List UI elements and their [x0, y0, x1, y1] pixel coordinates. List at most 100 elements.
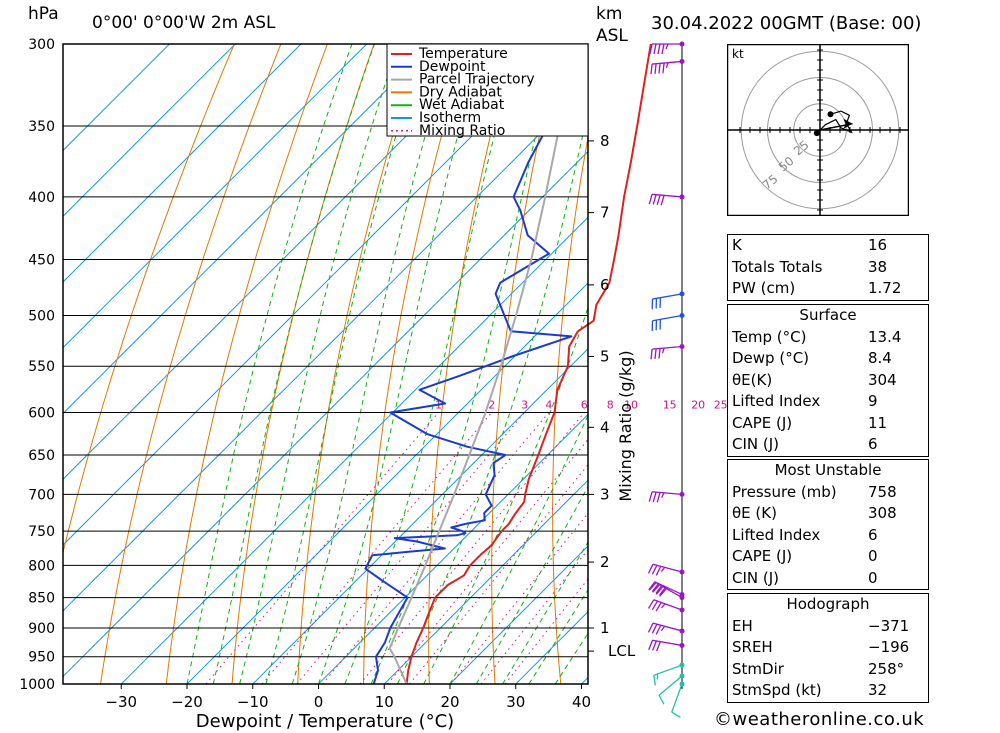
wind-barb-flag [655, 566, 662, 576]
temperature-tick-label: 40 [572, 693, 591, 711]
wind-barb-flag [652, 584, 660, 593]
wind-level-dot [679, 595, 685, 601]
temperature-series [405, 43, 652, 685]
wind-barb-flag [647, 599, 655, 609]
height-tick-label: 3 [600, 485, 610, 503]
hodograph-title: Hodograph [786, 595, 870, 613]
height-tick-label: LCL [608, 642, 636, 660]
legend-label: Wet Adiabat [419, 97, 505, 113]
surface-table: Surface Temp (°C) 13.4 Dewp (°C) 8.4 θE(K)… [727, 304, 929, 457]
surface-row: Dewp (°C) 8.4 [732, 349, 892, 367]
wind-barb-flag [647, 622, 654, 633]
most-unstable-row: θE (K) 308 [732, 504, 897, 522]
wind-barb-flag [648, 491, 653, 502]
legend-label: Parcel Trajectory [419, 72, 535, 88]
wet-adiabat-line [475, 485, 588, 684]
wind-barb-flag [658, 694, 665, 705]
pressure-tick-label: 800 [28, 558, 55, 574]
dry-adiabat-line [165, 44, 328, 684]
pressure-tick-label: 550 [28, 359, 55, 375]
wind-barb-flag [655, 584, 663, 594]
height-tick-label: 1 [600, 619, 610, 637]
mixing-ratio-line [480, 548, 588, 684]
most-unstable-table: Most Unstable Pressure (mb) 758 θE (K) 308… [727, 459, 929, 590]
wind-barb-flag [650, 63, 653, 75]
mixing-ratio-label: 20 [691, 398, 705, 411]
mixing-ratio-label: 15 [663, 398, 677, 411]
isotherm-line [449, 545, 588, 684]
pressure-tick-label: 900 [28, 621, 55, 637]
wind-level-dot [679, 58, 685, 64]
wind-barb-flag [648, 581, 656, 591]
wind-barb-flag [652, 640, 658, 651]
dewpoint-series [364, 43, 573, 685]
temperature-tick-label: 10 [375, 693, 394, 711]
mixing-ratio-label: 6 [581, 398, 588, 411]
wind-barb [652, 60, 683, 65]
wind-barb-flag [659, 588, 667, 597]
pressure-unit-label: hPa [28, 4, 59, 24]
wind-barb-flag [651, 623, 658, 634]
wind-barb-flag [658, 63, 661, 74]
height-tick-label: 6 [600, 276, 610, 294]
wind-barb-flag [654, 348, 657, 359]
wind-level-dot [679, 344, 685, 350]
wind-barb-flag [650, 349, 653, 360]
wind-barb-flag [651, 600, 659, 611]
temperature-tick-label: 0 [314, 693, 324, 711]
wind-barb [652, 491, 683, 496]
wet-adiabat-line [396, 110, 588, 684]
mixing-ratio-axis-title: Mixing Ratio (g/kg) [616, 350, 635, 501]
most-unstable-row: Lifted Index 6 [732, 525, 878, 544]
temperature-tick-label: −20 [171, 693, 203, 711]
wind-barb [653, 664, 683, 676]
wind-barb-flag [662, 62, 665, 74]
pressure-tick-label: 850 [28, 591, 55, 607]
wind-barb [652, 193, 683, 198]
plot-frame [62, 43, 589, 685]
pressure-tick-label: 750 [28, 524, 55, 540]
wind-barb-flag [657, 43, 661, 55]
wind-barb-flag [661, 43, 665, 55]
wind-barb-flag [653, 675, 656, 686]
hodograph-row: StmDir 258° [732, 659, 905, 678]
wind-barb-flag [660, 566, 666, 573]
pressure-tick-label: 350 [28, 119, 55, 135]
legend-label: Dewpoint [419, 59, 486, 75]
wind-barb [655, 582, 683, 599]
wind-level-dot [679, 673, 685, 679]
wind-level-dot [679, 41, 685, 47]
pressure-tick-label: 950 [28, 650, 55, 666]
hodograph-end-dot [827, 111, 834, 118]
legend-label: Temperature [418, 46, 508, 62]
wind-barb-flag [665, 43, 669, 50]
indices-row: PW (cm) 1.72 [732, 279, 902, 297]
wet-adiabat-line [186, 44, 353, 684]
wind-level-dot [679, 607, 685, 613]
credit-link[interactable]: ©weatheronline.co.uk [714, 709, 925, 730]
surface-row: CIN (J) 6 [732, 435, 878, 453]
mixing-ratio-label: 25 [714, 398, 728, 411]
legend-box [386, 43, 589, 137]
isotherm-line [383, 479, 588, 684]
wind-barb-flag [654, 63, 657, 74]
dry-adiabat-line [669, 44, 700, 684]
wind-level-dot [679, 491, 685, 497]
height-tick-label: 2 [600, 553, 610, 571]
location-label: 0°00' 0°00'W 2m ASL [92, 13, 276, 33]
wind-barb-flag [665, 62, 669, 68]
hodograph-row: SREH −196 [732, 638, 910, 656]
wind-barb-flag [648, 639, 654, 650]
indices-row: Totals Totals 38 [732, 257, 888, 276]
surface-row: θE(K) 304 [732, 370, 897, 389]
storm-motion-arrowhead [843, 118, 853, 129]
pressure-tick-label: 700 [28, 487, 55, 503]
wet-adiabat-line [212, 44, 375, 684]
most-unstable-row: CAPE (J) 0 [732, 547, 878, 565]
wet-adiabat-line [291, 44, 453, 684]
height-tick-label: 8 [600, 132, 610, 150]
dry-adiabat-line [100, 44, 282, 684]
mixing-ratio-label: 3 [521, 398, 528, 411]
